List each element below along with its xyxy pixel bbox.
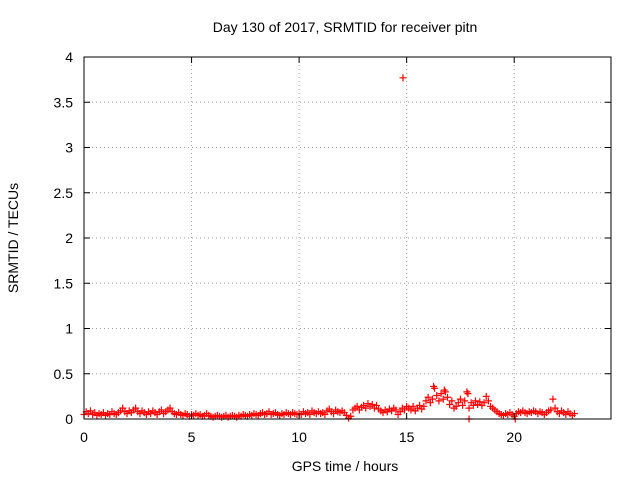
data-point [456, 395, 464, 403]
y-tick-label: 0.5 [54, 366, 74, 382]
y-tick-label: 3.5 [54, 94, 74, 110]
data-point [471, 397, 479, 405]
y-tick-label: 2.5 [54, 185, 74, 201]
plot-frame [83, 56, 612, 420]
data-point [407, 406, 415, 414]
data-point [422, 397, 430, 405]
data-point [469, 401, 477, 409]
data-point [433, 391, 441, 399]
data-point [570, 410, 578, 418]
data-point [476, 398, 484, 406]
data-point [444, 393, 452, 401]
y-tick-label: 0 [65, 411, 73, 427]
data-point [401, 406, 409, 414]
data-point [157, 406, 165, 414]
y-tick-label: 3 [65, 140, 73, 156]
data-point [431, 384, 439, 392]
data-point [362, 404, 370, 412]
data-point [547, 406, 555, 414]
data-point [464, 390, 472, 398]
data-point [465, 404, 473, 412]
data-point [330, 410, 338, 418]
x-tick-label: 15 [399, 429, 415, 445]
grid-lines [84, 57, 611, 419]
data-point [368, 401, 376, 409]
data-point [392, 406, 400, 414]
data-point [480, 399, 488, 407]
data-point [430, 382, 438, 390]
x-tick-label: 0 [80, 429, 88, 445]
data-point [440, 386, 448, 394]
data-point [420, 402, 428, 410]
y-tick-labels: 0 0.5 1 1.5 2 2.5 3 3.5 4 [54, 49, 74, 427]
x-axis-label: GPS time / hours [292, 458, 399, 474]
y-tick-label: 1.5 [54, 275, 74, 291]
x-tick-label: 10 [291, 429, 307, 445]
data-point [321, 410, 329, 418]
data-point [119, 404, 127, 412]
y-axis-label: SRMTID / TECUs [5, 183, 21, 293]
x-tick-labels: 0 5 10 15 20 [80, 429, 522, 445]
chart-title: Day 130 of 2017, SRMTID for receiver pit… [213, 19, 478, 35]
data-point [435, 397, 443, 405]
data-point [551, 404, 559, 412]
data-point [428, 395, 436, 403]
data-point [399, 74, 407, 82]
data-point [86, 407, 94, 415]
x-tick-label: 20 [506, 429, 522, 445]
y-tick-label: 4 [65, 49, 73, 65]
data-point [416, 401, 424, 409]
data-point [306, 410, 314, 418]
data-point [437, 390, 445, 398]
data-point [448, 397, 456, 405]
data-point [373, 401, 381, 409]
data-point [484, 397, 492, 405]
data-point [439, 395, 447, 403]
data-points [80, 74, 578, 423]
data-point [396, 408, 404, 416]
data-point [446, 401, 454, 409]
data-point [463, 388, 471, 396]
data-point [409, 402, 417, 410]
data-point [353, 402, 361, 410]
data-point [482, 392, 490, 400]
data-point [132, 404, 140, 412]
y-tick-label: 2 [65, 230, 73, 246]
data-point [166, 404, 174, 412]
x-tick-label: 5 [188, 429, 196, 445]
y-tick-label: 1 [65, 321, 73, 337]
data-point [459, 401, 467, 409]
data-point [454, 399, 462, 407]
data-point [549, 395, 557, 403]
data-point [426, 399, 434, 407]
data-point [424, 393, 432, 401]
axis-ticks [83, 56, 611, 420]
data-point [461, 397, 469, 405]
data-point [452, 402, 460, 410]
